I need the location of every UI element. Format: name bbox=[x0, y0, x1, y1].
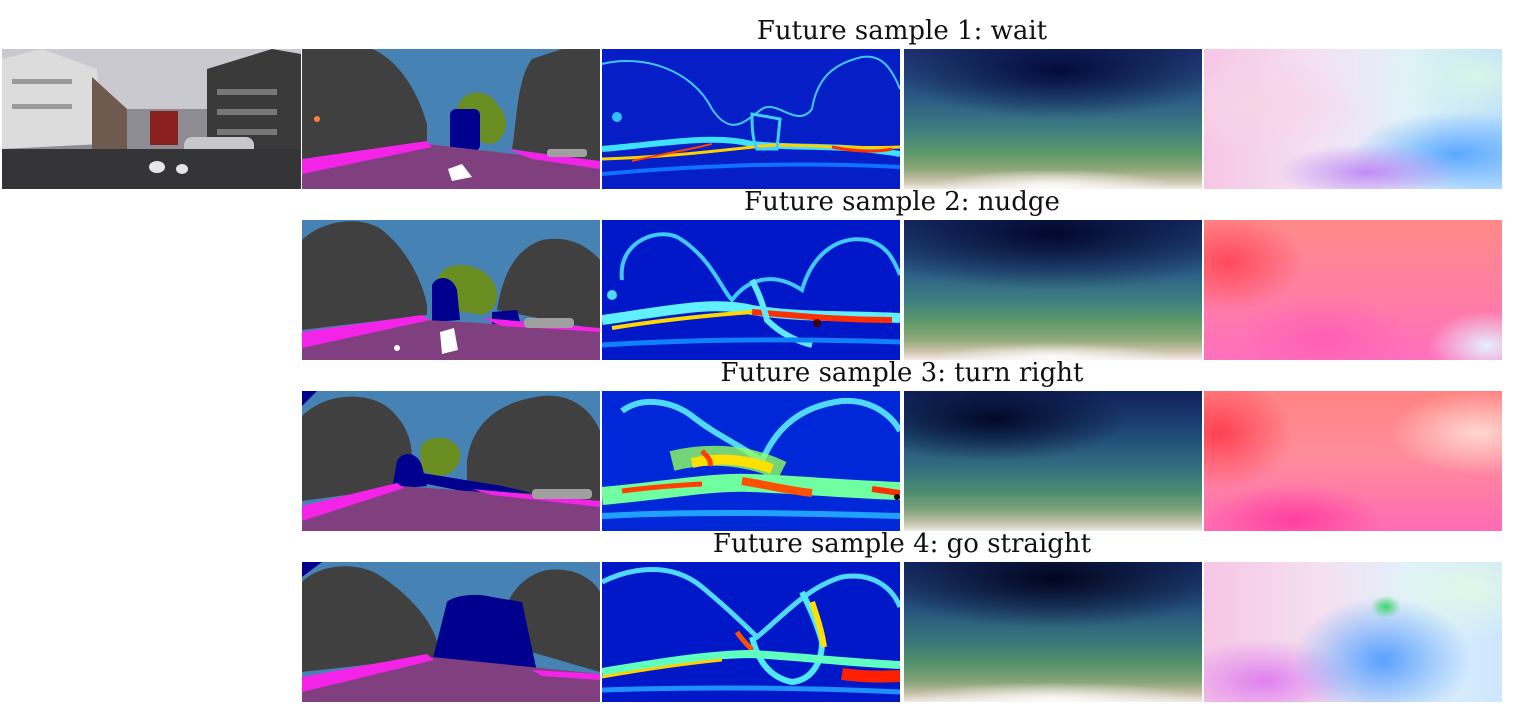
segmentation-panel-3 bbox=[302, 391, 600, 531]
depth-panel-1 bbox=[904, 49, 1202, 189]
segmentation-panel-4 bbox=[302, 562, 600, 702]
street-photo bbox=[2, 49, 301, 189]
optical-flow-panel-4 bbox=[1204, 562, 1502, 702]
uncertainty-panel-3 bbox=[602, 391, 900, 531]
optical-flow-panel-2 bbox=[1204, 220, 1502, 360]
row-title-2: Future sample 2: nudge bbox=[744, 187, 1060, 217]
uncertainty-panel-2 bbox=[602, 220, 900, 360]
optical-flow-panel-1 bbox=[1204, 49, 1502, 189]
depth-panel-4 bbox=[904, 562, 1202, 702]
row-title-3: Future sample 3: turn right bbox=[720, 358, 1084, 388]
segmentation-panel-1 bbox=[302, 49, 600, 189]
uncertainty-panel-4 bbox=[602, 562, 900, 702]
input-camera-image bbox=[2, 49, 301, 189]
row-title-1: Future sample 1: wait bbox=[756, 16, 1048, 46]
row-title-4: Future sample 4: go straight bbox=[712, 529, 1092, 559]
depth-panel-3 bbox=[904, 391, 1202, 531]
depth-panel-2 bbox=[904, 220, 1202, 360]
optical-flow-panel-3 bbox=[1204, 391, 1502, 531]
segmentation-panel-2 bbox=[302, 220, 600, 360]
uncertainty-panel-1 bbox=[602, 49, 900, 189]
